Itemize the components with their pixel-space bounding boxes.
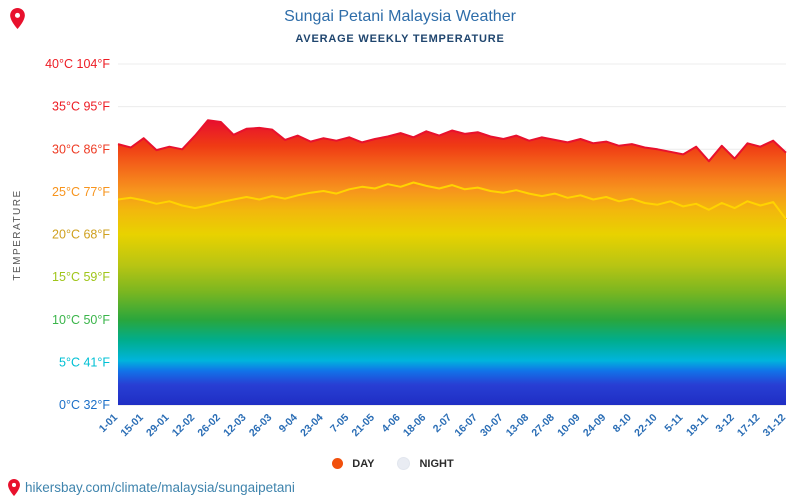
- day-temperature-line: [117, 119, 787, 163]
- x-axis-label: 3-12: [713, 412, 736, 435]
- x-axis-label: 2-07: [431, 412, 454, 435]
- day-temperature-area: [118, 120, 786, 406]
- day-legend-label: DAY: [352, 457, 375, 470]
- hikersbay-pin-icon: [8, 479, 20, 496]
- night-legend-label: NIGHT: [419, 457, 454, 470]
- x-axis-label: 4-06: [379, 412, 402, 435]
- x-axis-label: 7-05: [328, 412, 351, 435]
- x-axis-label: 30-07: [478, 412, 506, 440]
- x-axis-label: 31-12: [761, 412, 789, 440]
- x-axis-label: 21-05: [350, 412, 378, 440]
- x-axis-label: 24-09: [581, 412, 609, 440]
- x-axis-label: 12-03: [221, 412, 249, 440]
- y-axis-label: 10°C 50°F: [52, 313, 110, 327]
- y-axis-title: TEMPERATURE: [12, 189, 23, 280]
- x-axis-label: 15-01: [118, 412, 146, 440]
- footer: hikersbay.com/climate/malaysia/sungaipet…: [8, 479, 295, 496]
- chart-legend: DAY NIGHT: [0, 457, 800, 470]
- x-axis-label: 1-01: [97, 412, 120, 435]
- y-axis-label: 15°C 59°F: [52, 270, 110, 284]
- x-axis-label: 9-04: [277, 412, 300, 435]
- x-axis-label: 10-09: [555, 412, 583, 440]
- x-axis-label: 26-02: [195, 412, 223, 440]
- night-temperature-line: [117, 181, 787, 220]
- footer-url-link[interactable]: hikersbay.com/climate/malaysia/sungaipet…: [25, 480, 295, 495]
- x-axis-label: 26-03: [247, 412, 275, 440]
- x-axis-label: 19-11: [684, 412, 711, 439]
- x-axis-label: 29-01: [144, 412, 172, 440]
- page-title: Sungai Petani Malaysia Weather: [284, 8, 516, 25]
- y-axis-label: 30°C 86°F: [52, 142, 110, 156]
- x-axis-label: 16-07: [452, 412, 480, 440]
- x-axis-label: 13-08: [504, 412, 532, 440]
- page-subtitle: AVERAGE WEEKLY TEMPERATURE: [295, 33, 505, 45]
- x-axis-label: 18-06: [401, 412, 429, 440]
- y-axis-label: 40°C 104°F: [45, 57, 110, 71]
- x-axis-label: 22-10: [632, 412, 660, 440]
- day-legend-dot: [332, 458, 344, 469]
- x-axis-label: 12-02: [170, 412, 198, 440]
- x-axis-label: 17-12: [735, 412, 763, 440]
- x-axis-label: 5-11: [662, 412, 685, 435]
- night-legend-dot: [397, 457, 411, 470]
- y-axis-label: 35°C 95°F: [52, 100, 110, 114]
- hikersbay-pin-icon: [10, 8, 25, 29]
- y-axis-label: 0°C 32°F: [59, 398, 110, 412]
- y-axis-label: 20°C 68°F: [52, 228, 110, 242]
- y-axis-label: 5°C 41°F: [59, 355, 110, 369]
- x-axis-label: 8-10: [611, 412, 634, 435]
- y-axis-label: 25°C 77°F: [52, 185, 110, 199]
- x-axis-label: 23-04: [298, 412, 326, 440]
- x-axis-label: 27-08: [529, 412, 557, 440]
